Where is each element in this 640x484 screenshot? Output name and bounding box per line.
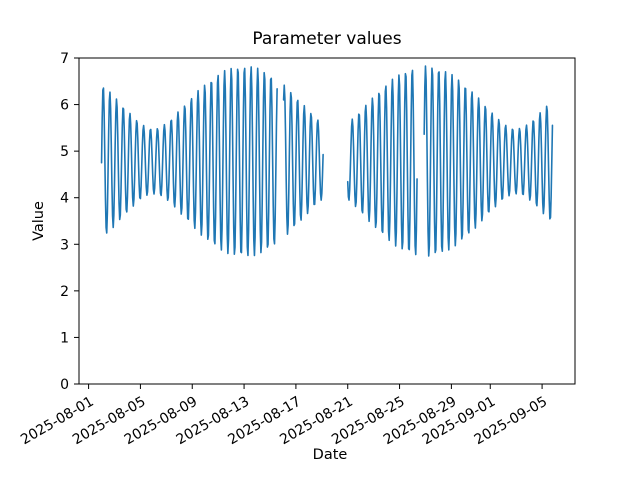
x-axis-label: Date [313, 447, 348, 463]
y-tick-label: 2 [60, 284, 69, 300]
y-tick-label: 3 [60, 237, 69, 253]
y-axis-label: Value [31, 201, 47, 241]
series-line-segment [282, 84, 324, 235]
x-axis-ticks: 2025-08-012025-08-052025-08-092025-08-13… [18, 384, 550, 448]
y-tick-label: 7 [60, 51, 69, 67]
y-tick-label: 1 [60, 330, 69, 346]
y-tick-label: 4 [60, 191, 69, 207]
y-tick-label: 0 [60, 377, 69, 393]
data-series-group [100, 65, 554, 257]
axes-spines [78, 57, 576, 385]
series-line-segment [346, 69, 418, 256]
chart-title: Parameter values [252, 29, 401, 49]
series-line-segment [100, 66, 278, 257]
y-tick-label: 5 [60, 144, 69, 160]
y-axis-ticks: 0 1 2 3 4 5 6 7 [60, 51, 79, 393]
series-line-segment [423, 65, 554, 257]
y-tick-label: 6 [60, 98, 69, 114]
